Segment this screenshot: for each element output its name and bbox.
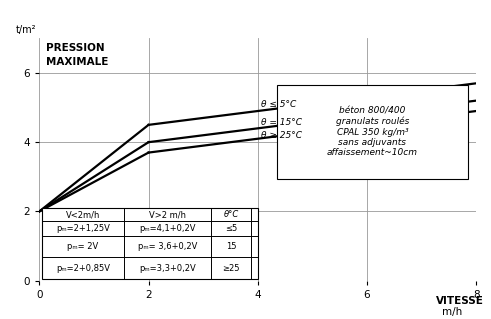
Text: pₘ=2+1,25V: pₘ=2+1,25V <box>56 224 110 233</box>
Text: V<2m/h: V<2m/h <box>66 210 100 219</box>
Text: θ ≥ 25°C: θ ≥ 25°C <box>261 131 301 140</box>
Text: V>2 m/h: V>2 m/h <box>149 210 186 219</box>
Text: pₘ=4,1+0,2V: pₘ=4,1+0,2V <box>139 224 196 233</box>
Text: pₘ=2+0,85V: pₘ=2+0,85V <box>56 263 110 272</box>
Bar <box>42 208 258 279</box>
Text: θ = 15°C: θ = 15°C <box>261 118 301 127</box>
Text: pₘ= 3,6+0,2V: pₘ= 3,6+0,2V <box>138 242 197 251</box>
Text: ≤5: ≤5 <box>225 224 238 233</box>
Text: PRESSION: PRESSION <box>46 43 105 54</box>
Text: ≥25: ≥25 <box>222 263 240 272</box>
Bar <box>277 85 468 179</box>
Text: béton 800/400
granulats roulés
CPAL 350 kg/m³
sans adjuvants
affaissement~10cm: béton 800/400 granulats roulés CPAL 350 … <box>327 106 418 157</box>
Text: m/h: m/h <box>441 307 462 317</box>
Text: 15: 15 <box>226 242 237 251</box>
Text: t/m²: t/m² <box>16 25 36 35</box>
Text: θ ≤ 5°C: θ ≤ 5°C <box>261 100 296 109</box>
Text: pₘ= 2V: pₘ= 2V <box>67 242 99 251</box>
Text: θ°C: θ°C <box>224 210 239 219</box>
Text: VITESSE: VITESSE <box>436 296 484 306</box>
Text: pₘ=3,3+0,2V: pₘ=3,3+0,2V <box>139 263 196 272</box>
Text: MAXIMALE: MAXIMALE <box>46 57 108 67</box>
